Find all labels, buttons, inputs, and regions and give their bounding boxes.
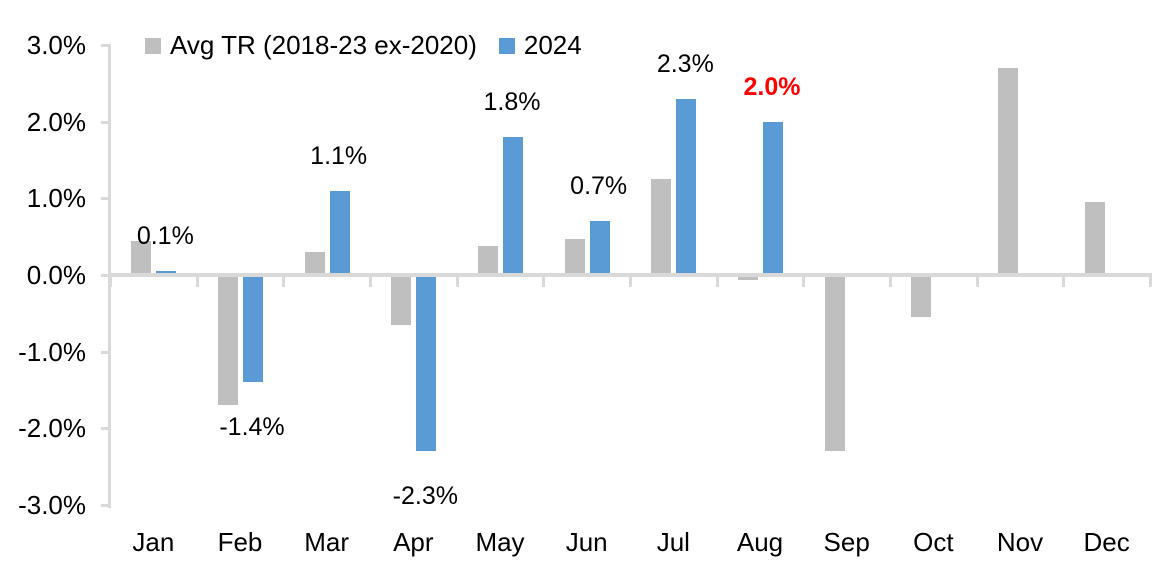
month-label-feb: Feb <box>217 527 263 557</box>
y-tick-label: 0.0% <box>26 260 86 290</box>
month-label-oct: Oct <box>913 527 954 557</box>
data-label-jun: 0.7% <box>570 172 628 201</box>
y-tick <box>101 504 110 507</box>
y-tick <box>101 427 110 431</box>
x-tick <box>715 275 719 287</box>
bar-avg-tr-oct <box>911 275 932 318</box>
bar-avg-tr-feb <box>218 275 238 406</box>
y-tick <box>101 274 110 277</box>
data-label-jan: 0.1% <box>136 222 194 251</box>
x-tick <box>1149 275 1152 287</box>
legend-swatch-avg-tr-icon <box>145 37 161 54</box>
bar-2024-jul <box>676 98 697 275</box>
legend-item-avg-tr: Avg TR (2018-23 ex-2020) <box>145 30 477 61</box>
bar-2024-mar <box>329 190 350 275</box>
y-tick <box>101 197 110 201</box>
month-label-mar: Mar <box>304 527 350 557</box>
x-tick <box>195 275 199 287</box>
y-tick-label: -2.0% <box>18 413 86 444</box>
month-label-jun: Jun <box>565 527 608 557</box>
legend-swatch-2024-icon <box>498 37 515 54</box>
month-label-jan: Jan <box>132 527 175 557</box>
bar-2024-aug <box>763 121 783 275</box>
y-tick-label: -1.0% <box>18 336 86 367</box>
bar-2024-apr <box>416 275 437 452</box>
bar-avg-tr-dec <box>1084 202 1105 275</box>
month-label-jul: Jul <box>656 527 690 557</box>
bar-2024-jun <box>589 221 610 275</box>
legend-label-2024: 2024 <box>523 30 582 60</box>
x-tick <box>802 275 806 287</box>
y-tick-label: -3.0% <box>18 490 86 520</box>
bar-2024-may <box>503 137 523 275</box>
data-label-may: 1.8% <box>483 88 541 116</box>
bar-avg-tr-jun <box>564 238 585 275</box>
y-tick <box>101 350 110 354</box>
x-tick <box>1062 275 1066 287</box>
legend-label-avg-tr: Avg TR (2018-23 ex-2020) <box>170 30 477 60</box>
data-label-mar: 1.1% <box>310 141 368 170</box>
x-tick <box>455 275 459 287</box>
bar-avg-tr-may <box>478 245 498 275</box>
data-label-aug: 2.0% <box>743 72 801 101</box>
x-axis-line <box>108 273 1152 277</box>
bar-avg-tr-aug <box>738 275 758 281</box>
month-label-apr: Apr <box>393 527 434 557</box>
bar-avg-tr-jan <box>131 240 152 275</box>
x-tick <box>889 275 892 287</box>
data-label-apr: -2.3% <box>392 482 458 511</box>
month-label-aug: Aug <box>736 527 784 557</box>
bar-avg-tr-sep <box>824 275 845 452</box>
y-tick <box>101 120 110 124</box>
y-tick-label: 2.0% <box>26 106 86 137</box>
y-tick-label: 1.0% <box>26 183 86 214</box>
bar-2024-feb <box>243 275 263 383</box>
x-tick <box>109 275 112 287</box>
data-label-feb: -1.4% <box>219 413 285 442</box>
x-tick <box>369 275 372 287</box>
data-label-jul: 2.3% <box>656 49 714 78</box>
bar-avg-tr-nov <box>998 68 1018 275</box>
legend-item-2024: 2024 <box>498 30 582 61</box>
x-tick <box>282 275 286 287</box>
legend: Avg TR (2018-23 ex-2020) 2024 <box>145 30 582 61</box>
x-tick <box>629 275 632 287</box>
x-tick <box>542 275 546 287</box>
month-label-sep: Sep <box>823 527 870 557</box>
bar-avg-tr-mar <box>304 252 325 275</box>
month-label-may: May <box>475 527 525 557</box>
bar-avg-tr-apr <box>391 275 412 325</box>
month-label-dec: Dec <box>1083 527 1130 557</box>
bar-avg-tr-jul <box>651 179 672 275</box>
x-tick <box>975 275 979 287</box>
month-label-nov: Nov <box>996 527 1044 557</box>
y-tick-label: 3.0% <box>26 30 86 60</box>
y-tick <box>101 44 110 47</box>
